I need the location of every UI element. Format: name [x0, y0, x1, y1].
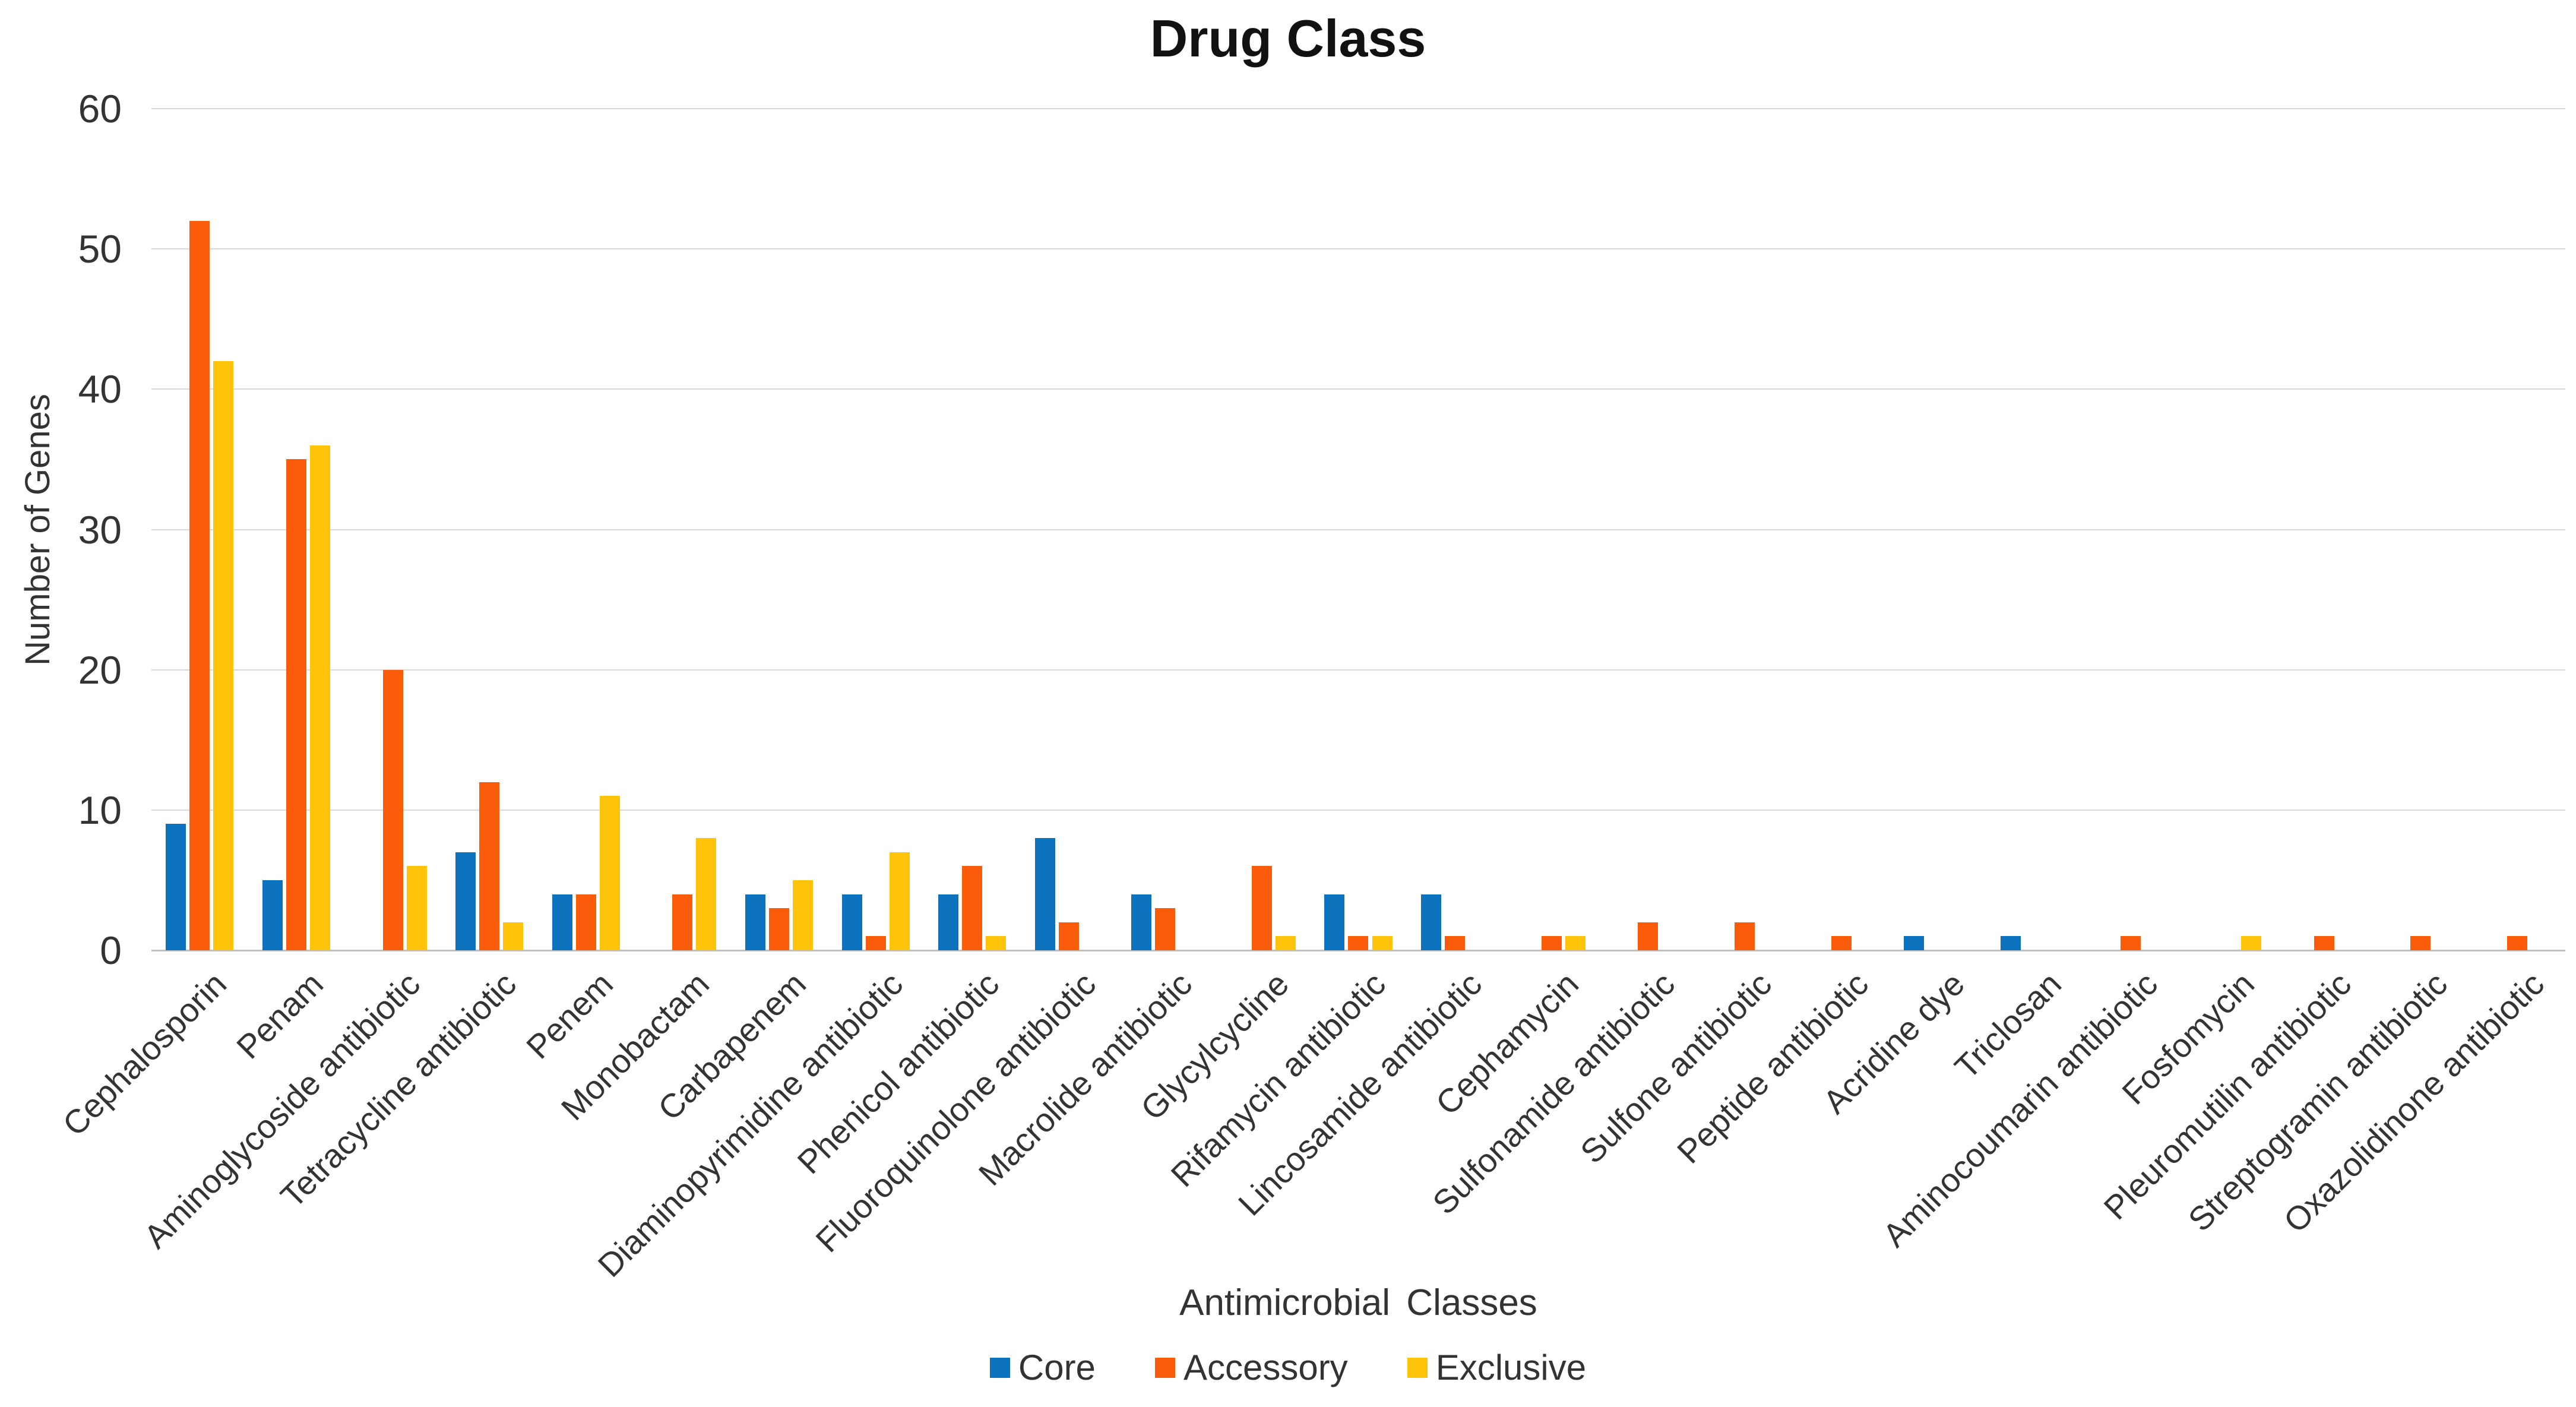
bar-exclusive-penam: [310, 445, 330, 950]
bar-accessory-pleuromutilin-antibiotic: [2314, 936, 2334, 950]
bar-core-carbapenem: [745, 894, 765, 950]
legend: Core Accessory Exclusive: [0, 1347, 2576, 1388]
y-tick-label-60: 60: [78, 87, 122, 131]
bar-accessory-carbapenem: [769, 908, 789, 950]
bar-core-tetracycline-antibiotic: [455, 852, 476, 950]
bar-core-acridine-dye: [1904, 936, 1924, 950]
bar-exclusive-cephamycin: [1565, 936, 1586, 950]
y-tick-label-20: 20: [78, 648, 122, 692]
bar-accessory-penem: [576, 894, 596, 950]
gridline-10: [151, 810, 2565, 811]
bar-accessory-sulfonamide-antibiotic: [1638, 922, 1658, 950]
bar-accessory-tetracycline-antibiotic: [479, 782, 499, 950]
bar-exclusive-tetracycline-antibiotic: [503, 922, 523, 950]
bar-exclusive-fosfomycin: [2241, 936, 2261, 950]
legend-swatch-core: [989, 1357, 1010, 1378]
y-tick-label-50: 50: [78, 227, 122, 271]
bar-exclusive-glycylcycline: [1276, 936, 1296, 950]
bar-accessory-phenicol-antibiotic: [962, 866, 982, 950]
gridline-60: [151, 108, 2565, 109]
legend-item-accessory: Accessory: [1154, 1347, 1348, 1388]
bar-accessory-rifamycin-antibiotic: [1348, 936, 1368, 950]
bar-exclusive-rifamycin-antibiotic: [1372, 936, 1393, 950]
legend-swatch-accessory: [1154, 1357, 1175, 1378]
bar-exclusive-aminoglycoside-antibiotic: [407, 866, 427, 950]
bar-accessory-cephamycin: [1542, 936, 1562, 950]
bar-accessory-macrolide-antibiotic: [1155, 908, 1175, 950]
legend-label-exclusive: Exclusive: [1435, 1348, 1587, 1387]
bar-accessory-cephalosporin: [189, 221, 210, 950]
bar-accessory-lincosamide-antibiotic: [1445, 936, 1465, 950]
bar-core-lincosamide-antibiotic: [1421, 894, 1441, 950]
gridline-50: [151, 248, 2565, 249]
bar-accessory-aminocoumarin-antibiotic: [2121, 936, 2141, 950]
bar-core-rifamycin-antibiotic: [1324, 894, 1344, 950]
gridline-40: [151, 388, 2565, 390]
bar-exclusive-carbapenem: [793, 880, 813, 950]
bar-accessory-sulfone-antibiotic: [1735, 922, 1755, 950]
gridline-30: [151, 529, 2565, 530]
legend-label-accessory: Accessory: [1183, 1348, 1348, 1387]
y-tick-label-30: 30: [78, 508, 122, 552]
bar-core-penam: [262, 880, 283, 950]
y-tick-label-40: 40: [78, 367, 122, 411]
bar-core-penem: [552, 894, 572, 950]
bar-accessory-peptide-antibiotic: [1831, 936, 1852, 950]
bar-core-diaminopyrimidine-antibiotic: [842, 894, 862, 950]
bar-accessory-aminoglycoside-antibiotic: [383, 670, 403, 950]
plot-area: [151, 108, 2565, 951]
legend-item-core: Core: [989, 1347, 1096, 1388]
legend-item-exclusive: Exclusive: [1407, 1347, 1586, 1388]
x-axis-title: Antimicrobial Classes: [1179, 1282, 1537, 1323]
legend-label-core: Core: [1018, 1348, 1096, 1387]
y-tick-label-10: 10: [78, 788, 122, 832]
bar-accessory-fluoroquinolone-antibiotic: [1059, 922, 1079, 950]
bar-exclusive-monobactam: [696, 838, 716, 950]
y-tick-label-0: 0: [100, 928, 122, 972]
bar-accessory-glycylcycline: [1252, 866, 1272, 950]
bar-accessory-penam: [286, 459, 306, 950]
bar-core-phenicol-antibiotic: [938, 894, 958, 950]
bar-exclusive-diaminopyrimidine-antibiotic: [890, 852, 910, 950]
bar-exclusive-cephalosporin: [213, 361, 233, 950]
bar-core-triclosan: [2001, 936, 2021, 950]
bar-exclusive-phenicol-antibiotic: [986, 936, 1006, 950]
x-axis-line: [151, 950, 2565, 951]
bar-accessory-diaminopyrimidine-antibiotic: [866, 936, 886, 950]
bar-accessory-streptogramin-antibiotic: [2410, 936, 2431, 950]
bar-exclusive-penem: [600, 796, 620, 950]
legend-swatch-exclusive: [1407, 1357, 1428, 1378]
bar-core-fluoroquinolone-antibiotic: [1035, 838, 1055, 950]
bar-core-cephalosporin: [166, 824, 186, 950]
gridline-20: [151, 669, 2565, 671]
bar-core-macrolide-antibiotic: [1131, 894, 1151, 950]
bar-accessory-oxazolidinone-antibiotic: [2507, 936, 2527, 950]
chart-title: Drug Class: [1150, 9, 1426, 68]
bar-accessory-monobactam: [672, 894, 692, 950]
